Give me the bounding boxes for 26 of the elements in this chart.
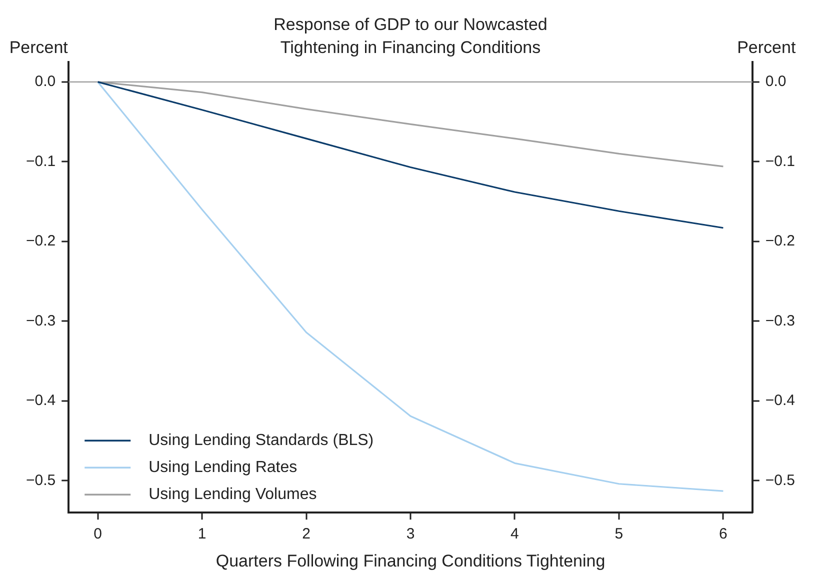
y2-tick-label: 0.0 <box>765 73 786 90</box>
x-tick-label: 1 <box>198 526 206 543</box>
y-tick-label: −0.1 <box>26 152 56 170</box>
y2-tick-label: −0.5 <box>765 472 796 489</box>
y-tick-label: −0.3 <box>26 312 56 330</box>
y2-tick-label: −0.3 <box>765 312 796 330</box>
x-tick-label: 6 <box>719 526 728 543</box>
y2-tick-label: −0.1 <box>765 152 796 170</box>
x-tick-label: 4 <box>510 526 519 543</box>
legend-label: Using Lending Standards (BLS) <box>148 432 374 450</box>
y-tick-label: 0.0 <box>34 73 56 90</box>
y2-axis-title: Percent <box>737 38 796 57</box>
x-tick-label: 2 <box>302 526 310 543</box>
x-tick-label: 0 <box>94 526 102 543</box>
y-axis-title: Percent <box>9 38 68 57</box>
y2-tick-label: −0.2 <box>765 232 796 250</box>
y-tick-label: −0.2 <box>26 232 56 250</box>
legend-label: Using Lending Volumes <box>148 486 317 504</box>
y-tick-label: −0.4 <box>26 392 56 410</box>
x-tick-label: 3 <box>406 526 415 543</box>
y2-tick-label: −0.4 <box>765 392 796 410</box>
chart-title: Response of GDP to our Nowcasted Tightening in Financing Conditions <box>274 15 548 57</box>
y-tick-label: −0.5 <box>26 472 56 489</box>
x-axis-title: Quarters Following Financing Conditions Tightening <box>216 551 606 570</box>
x-tick-label: 5 <box>614 526 624 543</box>
legend-label: Using Lending Rates <box>148 459 298 476</box>
